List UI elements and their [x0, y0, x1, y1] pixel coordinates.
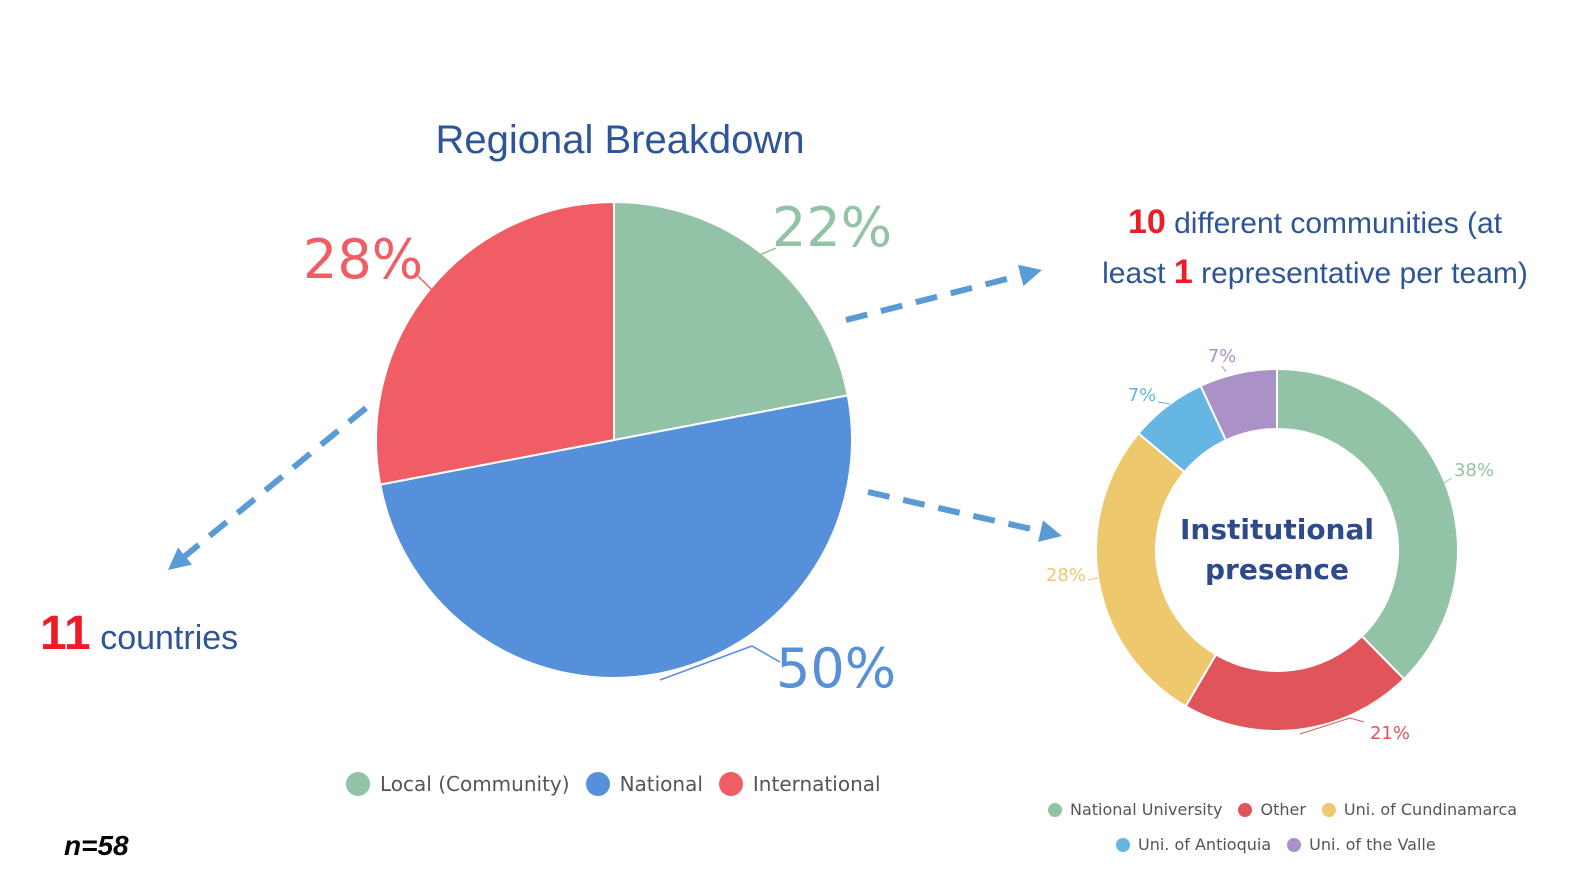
- chart-title: Regional Breakdown: [435, 118, 805, 162]
- leader-line: [759, 247, 777, 256]
- slice-uni-of-the-valle: [1199, 367, 1278, 442]
- regional-pie: [375, 200, 853, 679]
- slice-national: [379, 394, 853, 679]
- arrow-head: [1017, 264, 1042, 287]
- institutional-donut: [1095, 367, 1460, 732]
- data-label-national: 50%: [776, 637, 896, 700]
- arrow-to-communities: [845, 264, 1042, 323]
- communities-text-3: representative per team): [1201, 257, 1528, 290]
- legend-item-international: International: [718, 772, 881, 796]
- legend-item-cundinamarca: Uni. of Cundinamarca: [1321, 800, 1518, 819]
- arrow-shaft: [845, 272, 1022, 323]
- slice-uni-of-cundinamarca: [1095, 432, 1218, 708]
- arrow-to-institutions: [867, 489, 1062, 542]
- legend-label: National University: [1070, 800, 1223, 819]
- legend-item-other: Other: [1238, 800, 1306, 819]
- slice-labels: 22% 50% 28% 38% 21% 28% 7% 7%: [303, 196, 1494, 744]
- slice-national-university: [1276, 367, 1460, 681]
- donut-center-label: Institutional presence: [1180, 513, 1374, 586]
- leader-lines: [417, 247, 1453, 735]
- data-label-local-community: 22%: [772, 196, 892, 259]
- institutional-legend-row-1: National University Other Uni. of Cundin…: [1048, 800, 1533, 819]
- slice-other: [1184, 634, 1406, 732]
- legend-label: National: [619, 772, 703, 796]
- legend-label: Other: [1260, 800, 1306, 819]
- arrow-shaft: [867, 489, 1042, 535]
- communities-text-2: least: [1102, 257, 1166, 290]
- legend-item-valle: Uni. of the Valle: [1287, 835, 1436, 854]
- data-label-international: 28%: [303, 228, 423, 291]
- countries-text: countries: [100, 619, 239, 657]
- arrow-to-countries: [168, 405, 368, 570]
- callout-arrows: [168, 264, 1062, 570]
- data-label-uni-of-antioquia: 7%: [1128, 385, 1157, 406]
- leader-line: [1299, 717, 1365, 735]
- communities-line-2: least 1 representative per team): [1080, 248, 1550, 298]
- leader-line: [1221, 365, 1227, 373]
- legend-swatch: [346, 772, 370, 796]
- legend-item-local: Local (Community): [346, 772, 570, 796]
- communities-line-1: 10 different communities (at: [1080, 198, 1550, 248]
- legend-swatch: [1321, 802, 1336, 817]
- legend-swatch: [1048, 802, 1062, 817]
- communities-number: 10: [1127, 203, 1166, 241]
- legend-swatch: [1116, 837, 1130, 852]
- slice-local-community: [613, 200, 849, 442]
- data-label-uni-of-the-valle: 7%: [1208, 346, 1237, 367]
- legend-item-national-university: National University: [1048, 800, 1222, 819]
- leader-line: [417, 275, 433, 291]
- arrow-shaft: [183, 405, 368, 559]
- communities-note: 10 different communities (at least 1 rep…: [1080, 198, 1550, 298]
- data-label-uni-of-cundinamarca: 28%: [1046, 565, 1086, 586]
- data-label-other: 21%: [1370, 723, 1410, 744]
- leader-line: [1087, 577, 1099, 581]
- arrow-head: [1038, 520, 1062, 542]
- countries-number: 11: [40, 607, 91, 660]
- legend-swatch: [1287, 837, 1302, 852]
- institutional-legend-row-2: Uni. of Antioquia Uni. of the Valle: [1116, 835, 1452, 854]
- regional-legend: Local (Community) National International: [346, 772, 897, 796]
- arrow-head: [168, 547, 192, 570]
- legend-swatch: [1238, 802, 1253, 817]
- communities-text-1: different communities (at: [1174, 207, 1503, 240]
- legend-label: Local (Community): [380, 772, 570, 796]
- legend-item-national: National: [585, 772, 703, 796]
- communities-rep-number: 1: [1173, 253, 1193, 291]
- legend-swatch: [585, 772, 610, 796]
- legend-label: Uni. of the Valle: [1309, 835, 1436, 854]
- legend-label: International: [752, 772, 881, 796]
- legend-swatch: [718, 772, 743, 796]
- leader-line: [1157, 401, 1171, 405]
- countries-note: 11 countries: [40, 606, 238, 661]
- data-label-national-university: 38%: [1454, 460, 1494, 481]
- leader-line: [1441, 477, 1453, 485]
- sample-size: n=58: [64, 830, 129, 861]
- legend-item-antioquia: Uni. of Antioquia: [1116, 835, 1271, 854]
- legend-label: Uni. of Cundinamarca: [1343, 800, 1518, 819]
- leader-line: [659, 645, 781, 681]
- legend-label: Uni. of Antioquia: [1138, 835, 1272, 854]
